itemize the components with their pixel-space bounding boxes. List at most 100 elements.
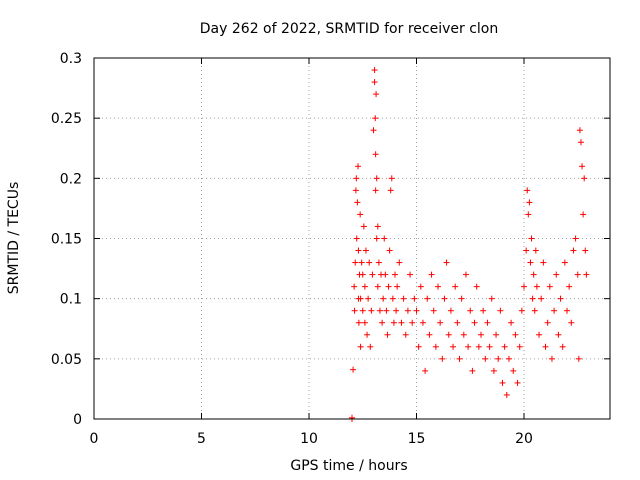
scatter-point: [386, 247, 393, 254]
scatter-point: [370, 127, 377, 134]
scatter-point: [521, 283, 527, 290]
scatter-point: [538, 295, 545, 302]
scatter-point: [482, 355, 489, 362]
scatter-point: [528, 235, 535, 242]
scatter-point: [574, 271, 581, 278]
data-points: [349, 67, 590, 422]
scatter-point: [526, 199, 533, 206]
y-tick-label: 0: [73, 412, 82, 428]
scatter-point: [404, 307, 411, 314]
scatter-point: [396, 259, 403, 266]
scatter-point: [422, 367, 429, 374]
scatter-point: [372, 187, 379, 194]
scatter-point: [437, 319, 444, 326]
scatter-point: [518, 307, 525, 314]
scatter-point: [393, 307, 400, 314]
scatter-point: [402, 331, 409, 338]
x-tick-label: 5: [197, 431, 206, 447]
scatter-point: [557, 295, 564, 302]
scatter-point: [350, 366, 357, 373]
scatter-point: [376, 307, 383, 314]
scatter-point: [407, 271, 414, 278]
scatter-point: [369, 271, 376, 278]
scatter-point: [358, 259, 365, 266]
scatter-point: [447, 307, 454, 314]
scatter-point: [510, 367, 517, 374]
scatter-point: [351, 307, 358, 314]
scatter-point: [439, 355, 446, 362]
scatter-point: [409, 319, 416, 326]
scatter-point: [373, 175, 380, 182]
scatter-point: [385, 283, 392, 290]
scatter-point: [373, 91, 380, 98]
scatter-point: [372, 115, 379, 122]
scatter-point: [413, 307, 420, 314]
scatter-point: [349, 414, 355, 421]
scatter-point: [387, 187, 394, 194]
scatter-point: [469, 367, 476, 374]
scatter-point: [523, 247, 530, 254]
scatter-point: [443, 259, 450, 266]
scatter-point: [512, 331, 519, 338]
scatter-point: [424, 295, 431, 302]
grid-lines: [94, 58, 610, 419]
scatter-point: [542, 343, 549, 350]
scatter-point: [566, 283, 573, 290]
scatter-point: [450, 343, 457, 350]
scatter-point: [484, 319, 491, 326]
scatter-point: [561, 259, 568, 266]
scatter-point: [540, 259, 547, 266]
scatter-point: [501, 343, 508, 350]
scatter-point: [352, 259, 359, 266]
scatter-point: [388, 175, 395, 182]
scatter-point: [579, 163, 586, 170]
scatter-point: [374, 223, 381, 230]
scatter-point: [546, 283, 553, 290]
scatter-point: [555, 331, 562, 338]
scatter-point: [352, 187, 359, 194]
scatter-point: [580, 211, 587, 218]
scatter-point: [426, 331, 433, 338]
scatter-point: [419, 319, 426, 326]
scatter-point: [371, 79, 378, 86]
scatter-point: [499, 379, 506, 386]
scatter-point: [581, 175, 588, 182]
scatter-point: [394, 283, 401, 290]
scatter-point: [357, 343, 364, 350]
scatter-point: [428, 271, 435, 278]
scatter-point: [381, 235, 388, 242]
scatter-point: [372, 151, 379, 158]
scatter-point: [514, 379, 521, 386]
scatter-point: [390, 319, 397, 326]
scatter-point: [373, 235, 380, 242]
scatter-point: [415, 343, 422, 350]
scatter-point: [570, 247, 577, 254]
scatter-point: [471, 319, 478, 326]
scatter-point: [478, 331, 484, 338]
scatter-point: [572, 235, 579, 242]
y-axis-ticks: 0 0.05 0.1 0.15 0.2 0.25 0.3: [51, 51, 610, 428]
y-axis-label: SRMTID / TECUs: [6, 182, 22, 295]
scatter-point: [544, 319, 551, 326]
scatter-point: [380, 295, 387, 302]
y-tick-label: 0.05: [51, 352, 82, 368]
scatter-point: [398, 319, 405, 326]
scatter-point: [486, 343, 493, 350]
y-tick-label: 0.25: [51, 111, 82, 127]
scatter-point: [497, 307, 504, 314]
scatter-point: [359, 307, 366, 314]
scatter-point: [533, 283, 540, 290]
scatter-point: [383, 307, 390, 314]
scatter-point: [435, 283, 441, 290]
x-tick-label: 0: [90, 431, 99, 447]
scatter-point: [527, 259, 534, 266]
scatter-point: [361, 283, 368, 290]
y-tick-label: 0.2: [60, 171, 82, 187]
scatter-point: [411, 295, 418, 302]
scatter-point: [375, 259, 382, 266]
scatter-point: [460, 331, 467, 338]
scatter-point: [355, 319, 362, 326]
scatter-point: [465, 343, 472, 350]
scatter-point: [493, 331, 500, 338]
scatter-point: [389, 295, 396, 302]
